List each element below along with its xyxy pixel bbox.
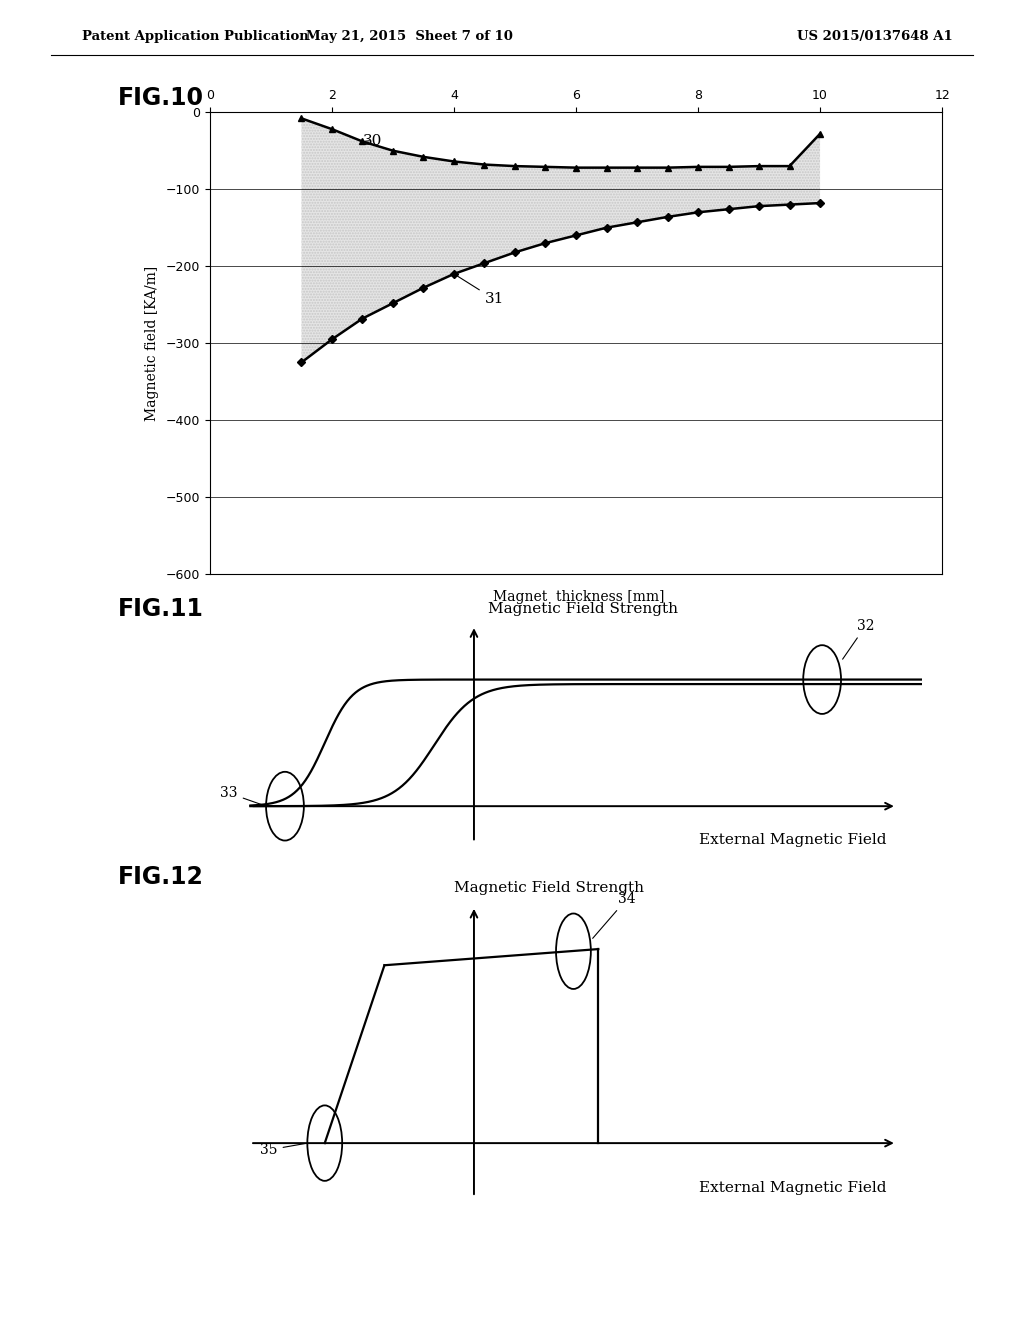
Text: FIG.12: FIG.12 [118,865,204,888]
Text: 33: 33 [220,787,263,805]
Text: US 2015/0137648 A1: US 2015/0137648 A1 [797,30,952,44]
Text: FIG.10: FIG.10 [118,86,204,110]
Text: May 21, 2015  Sheet 7 of 10: May 21, 2015 Sheet 7 of 10 [306,30,513,44]
Text: Patent Application Publication: Patent Application Publication [82,30,308,44]
Text: Magnetic Field Strength: Magnetic Field Strength [454,882,643,895]
Text: Magnetic Field Strength: Magnetic Field Strength [488,602,678,616]
Text: FIG.11: FIG.11 [118,597,204,620]
Text: 32: 32 [843,619,874,659]
Text: 34: 34 [593,892,636,939]
Text: External Magnetic Field: External Magnetic Field [699,1181,887,1195]
Text: External Magnetic Field: External Magnetic Field [699,833,887,847]
Text: 30: 30 [362,133,382,148]
Y-axis label: Magnetic field [KA/m]: Magnetic field [KA/m] [144,265,159,421]
Text: 35: 35 [260,1143,304,1156]
Text: Magnet  thickness [mm]: Magnet thickness [mm] [493,590,665,605]
Text: 31: 31 [457,276,504,306]
